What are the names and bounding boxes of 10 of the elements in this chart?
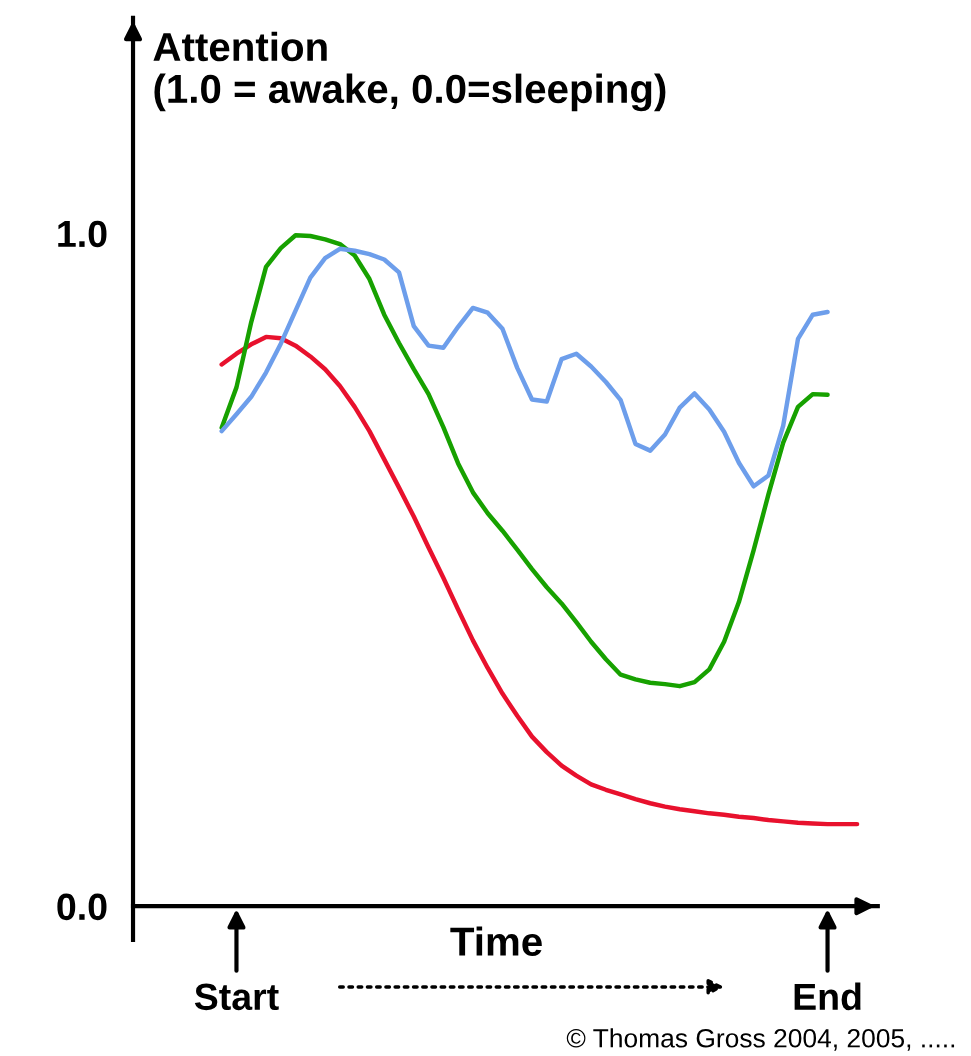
line-series xyxy=(219,334,860,827)
y-tick-label: 1.0 xyxy=(58,220,107,248)
y-axis-title: Attention (1.0 = awake, 0.0=sleeping) xyxy=(153,31,666,112)
x-tick-label: End xyxy=(794,982,861,1011)
line-series xyxy=(219,233,830,689)
y-tick-label: 0.0 xyxy=(57,893,107,921)
line-series xyxy=(219,246,830,489)
x-tick-label: Start xyxy=(194,983,279,1011)
x-axis-title: Time xyxy=(450,926,542,956)
text: © Thomas Gross 2004, 2005, ..... xyxy=(566,1028,955,1051)
